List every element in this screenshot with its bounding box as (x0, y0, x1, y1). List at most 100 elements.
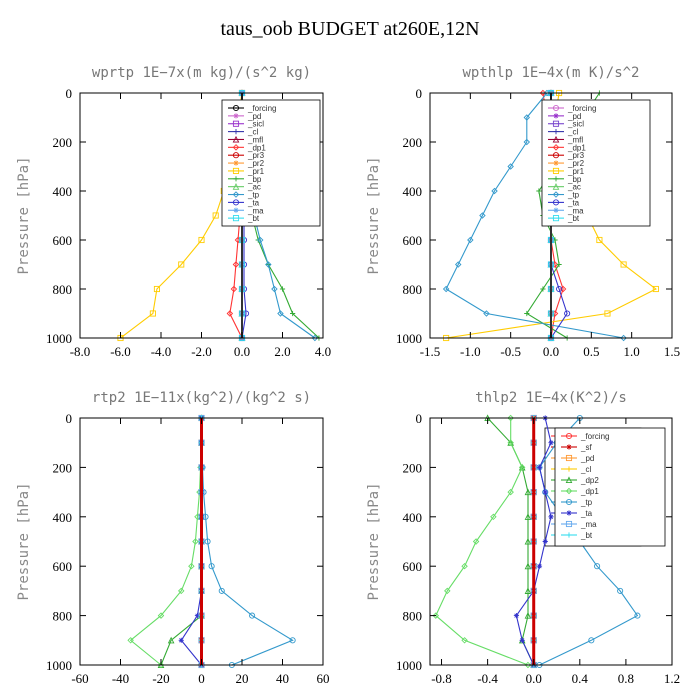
legend-marker (566, 510, 572, 516)
y-tick-label: 1000 (46, 658, 72, 673)
data-point (490, 513, 497, 521)
legend-marker (565, 487, 573, 495)
legend-marker (233, 129, 239, 135)
legend-marker (232, 199, 240, 206)
legend-label: _bt (580, 531, 593, 540)
legend-label: _ma (567, 206, 584, 215)
y-tick-label: 600 (403, 233, 423, 248)
data-point (208, 563, 215, 570)
legend-label: _pr1 (567, 167, 585, 176)
series-dp1 (432, 414, 532, 669)
legend-label: _forcing (247, 104, 276, 113)
panel-4: thlp2 1E−4x(K^2)/s Pressure [hPa] -0.8 -0.4… (366, 390, 680, 686)
series-line (435, 418, 529, 666)
legend-label: _bp (567, 175, 582, 184)
data-point (230, 285, 238, 293)
data-point (524, 537, 532, 545)
data-point (167, 636, 175, 644)
x-tick-label: -60 (71, 671, 88, 686)
data-point (594, 563, 601, 570)
data-point (212, 212, 219, 219)
x-tick-label: -6.0 (110, 344, 131, 359)
data-point (507, 488, 514, 496)
x-tick-label: 60 (317, 671, 330, 686)
legend-label: _sf (580, 443, 592, 452)
legend-label: _bt (567, 214, 580, 223)
x-tick-label: 0 (198, 671, 205, 686)
data-point (472, 538, 480, 545)
panel-title: thlp2 1E−4x(K^2)/s (475, 390, 627, 406)
x-tick-label: -8.0 (70, 344, 91, 359)
data-point (513, 613, 520, 619)
data-point (192, 538, 199, 545)
legend-label: _sicl (247, 120, 264, 129)
y-tick-label: 0 (416, 411, 423, 426)
data-point (157, 661, 165, 669)
data-point (524, 562, 532, 570)
data-point (518, 464, 526, 471)
legend-label: _mfl (247, 135, 263, 144)
y-axis-label: Pressure [hPa] (16, 156, 32, 274)
data-point (271, 285, 278, 293)
data-point (596, 236, 603, 244)
data-point (178, 587, 185, 595)
legend-label: _sicl (567, 120, 584, 129)
legend-box (554, 427, 666, 547)
data-point (524, 661, 532, 669)
legend-marker (553, 207, 559, 213)
series-line (129, 418, 203, 666)
legend-label: _dp1 (247, 143, 266, 152)
x-tick-label: 0.0 (234, 344, 250, 359)
legend-label: _pr3 (247, 151, 265, 160)
data-point (542, 538, 548, 545)
x-tick-label: -0.8 (431, 671, 452, 686)
data-point (265, 261, 272, 268)
legend-label: _forcing (567, 104, 596, 113)
data-point (256, 236, 264, 244)
data-point (442, 285, 450, 293)
legend-label: _bp (247, 175, 262, 184)
legend-label: _tp (580, 498, 593, 507)
legend-marker (232, 120, 240, 127)
legend-marker (553, 160, 559, 166)
data-point (311, 334, 319, 342)
data-point (507, 414, 514, 422)
x-tick-label: 1.0 (624, 344, 640, 359)
legend-marker (233, 176, 239, 182)
legend-label: _ma (580, 520, 597, 529)
legend-label: _pr1 (247, 167, 265, 176)
legend-marker (232, 191, 240, 198)
legend: _forcing_pd_sicl_cl_mfl_dp1_pr3_pr2_pr1_… (541, 99, 651, 227)
x-tick-label: 0.8 (618, 671, 634, 686)
data-point (542, 489, 548, 495)
data-point (127, 637, 134, 644)
legend-label: _pd (247, 112, 261, 121)
legend-label: _bt (247, 214, 260, 223)
data-point (277, 310, 284, 317)
x-tick-label: 1.2 (664, 671, 680, 686)
data-point (232, 261, 240, 268)
data-point (556, 285, 563, 293)
legend-label: _ac (247, 183, 261, 192)
data-point (289, 637, 296, 644)
figure-title: taus_oob BUDGET at260E,12N (220, 18, 480, 40)
legend-marker (565, 432, 573, 440)
data-point (188, 562, 195, 570)
legend-marker (232, 135, 240, 143)
data-point (652, 285, 659, 293)
data-point (548, 440, 554, 446)
legend-marker (552, 215, 560, 222)
legend-marker (553, 113, 559, 119)
legend-marker (552, 135, 560, 143)
legend-label: _pd (580, 454, 594, 463)
y-tick-label: 400 (53, 184, 73, 199)
data-point (524, 513, 532, 520)
x-tick-label: -2.0 (191, 344, 212, 359)
legend: _forcing _sf _pd _cl _dp2 _dp1 _tp _ta _ma _bt (554, 427, 666, 547)
data-point (290, 310, 296, 317)
x-tick-label: -1.5 (420, 344, 441, 359)
data-point (556, 261, 562, 268)
data-point (536, 188, 542, 194)
data-point (634, 612, 641, 619)
legend-marker (232, 167, 240, 174)
